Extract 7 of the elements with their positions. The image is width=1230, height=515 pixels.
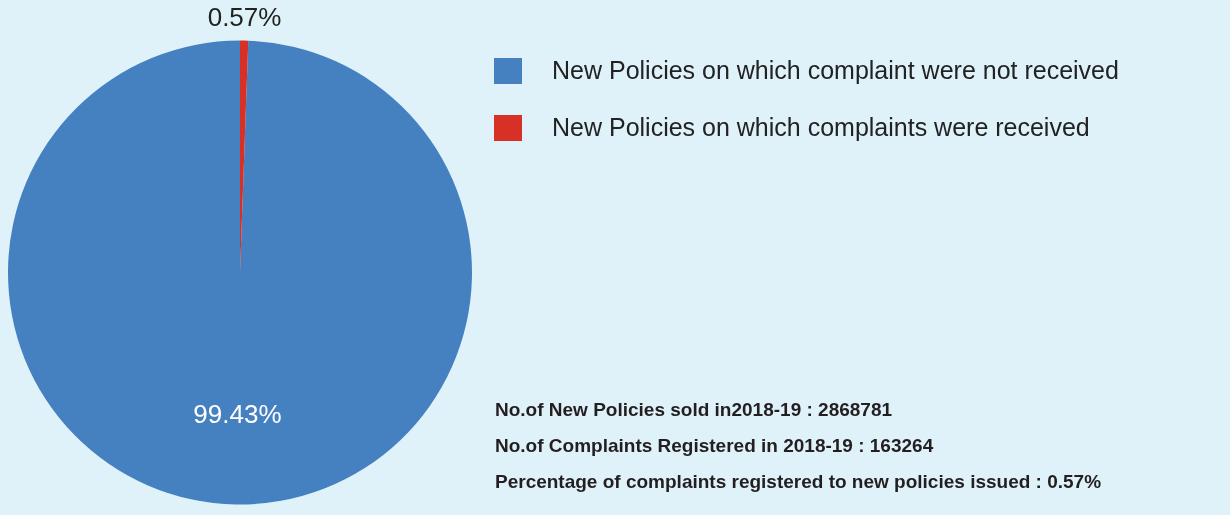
text: No.of Complaints Registered in 2018-19 : 163264	[495, 434, 935, 458]
data-label: 0.57%	[207, 1, 282, 32]
legend-label: New Policies on which complaints were received	[552, 113, 1090, 142]
text: Percentage of complaints registered to new policies issued : 0.57%	[495, 470, 1103, 494]
legend-label: New Policies on which complaint were not received	[552, 56, 1119, 85]
data-label: 99.43%	[193, 399, 282, 430]
text: No.of New Policies sold in2018-19 : 2868781	[495, 398, 894, 422]
